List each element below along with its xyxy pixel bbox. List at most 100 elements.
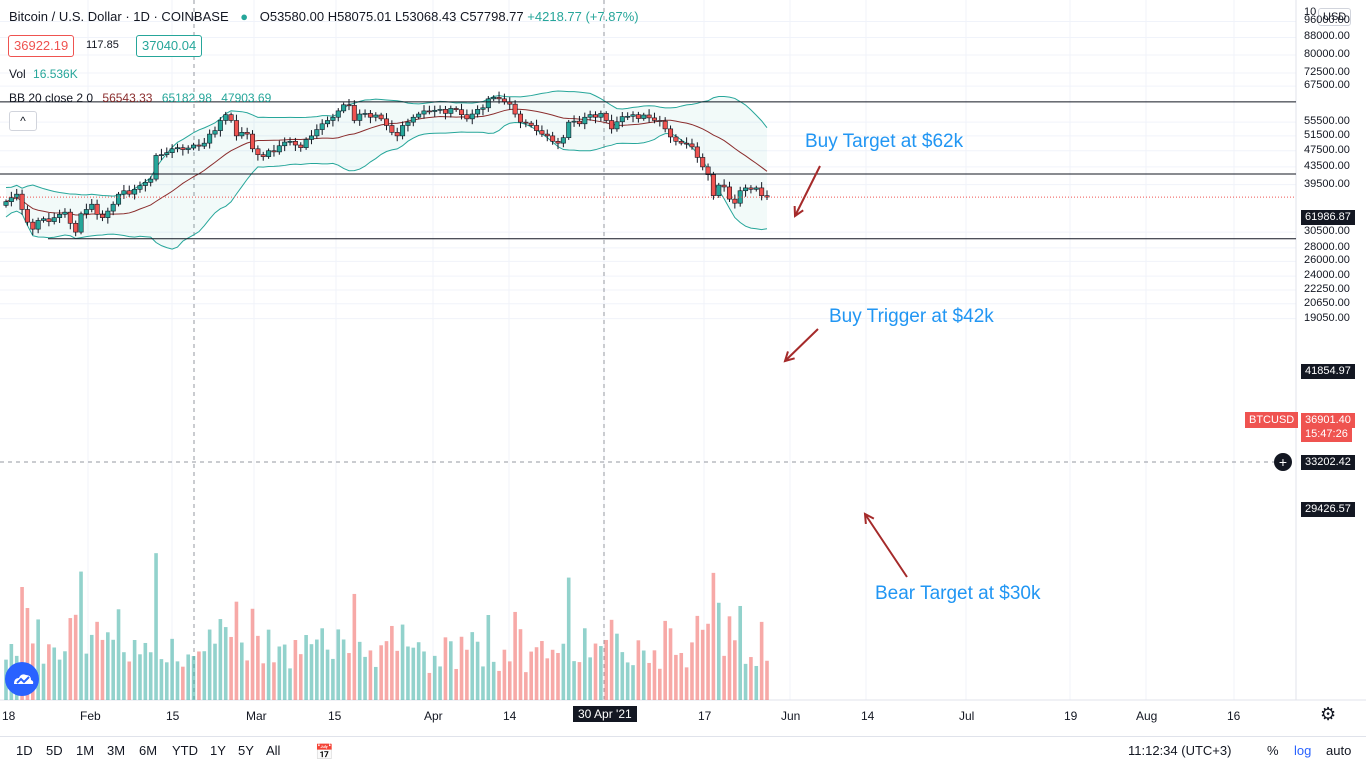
candle bbox=[271, 144, 277, 157]
time-tick-label: 19 bbox=[1064, 709, 1078, 723]
candle bbox=[523, 119, 529, 128]
volume-bar bbox=[159, 659, 164, 700]
candle bbox=[512, 100, 518, 118]
volume-bar bbox=[111, 639, 115, 700]
log-toggle[interactable]: log bbox=[1294, 743, 1312, 758]
price-tick-label: 24000.00 bbox=[1304, 269, 1350, 282]
volume-bar bbox=[609, 619, 614, 700]
volume-bar bbox=[315, 639, 319, 700]
volume-bar bbox=[518, 629, 523, 700]
volume-bar bbox=[229, 636, 233, 700]
candle bbox=[448, 105, 454, 118]
bottom-toolbar: 1D 5D 1M 3M 6M YTD 1Y 5Y All 📅 11:12:34 (UTC+3) … bbox=[0, 736, 1366, 768]
candle bbox=[233, 114, 239, 141]
candle bbox=[62, 208, 68, 218]
volume-bar bbox=[57, 659, 62, 700]
range-button-ytd[interactable]: YTD bbox=[172, 743, 198, 758]
volume-bar bbox=[218, 619, 223, 700]
range-button-5d[interactable]: 5D bbox=[46, 743, 63, 758]
tradingview-logo[interactable] bbox=[5, 662, 39, 696]
ohlc-low: L53068.43 bbox=[394, 9, 457, 24]
candlesticks bbox=[3, 91, 770, 237]
ohlc-close: C57798.77 bbox=[460, 9, 524, 24]
sell-button[interactable]: 36922.19 bbox=[8, 35, 75, 57]
candle bbox=[716, 182, 722, 198]
volume-bar bbox=[261, 663, 266, 700]
volume-bar bbox=[379, 645, 383, 700]
candle bbox=[453, 106, 459, 112]
volume-bar bbox=[684, 667, 689, 700]
volume-bar bbox=[427, 672, 432, 700]
volume-bar bbox=[277, 646, 282, 700]
arrowhead bbox=[863, 512, 875, 525]
time-tick-label: Mar bbox=[246, 709, 267, 723]
volume-bar bbox=[663, 620, 667, 700]
range-button-1m[interactable]: 1M bbox=[76, 743, 95, 758]
bb-basis-value: 56543.33 bbox=[102, 91, 153, 105]
volume-bar bbox=[127, 661, 132, 700]
range-button-all[interactable]: All bbox=[266, 743, 281, 758]
symbol-title[interactable]: Bitcoin / U.S. Dollar · 1D · COINBASE bbox=[9, 9, 229, 24]
volume-bar bbox=[481, 666, 485, 700]
volume-bar bbox=[154, 553, 158, 700]
buy-button[interactable]: 37040.04 bbox=[136, 35, 203, 57]
calendar-icon[interactable]: 📅 bbox=[315, 744, 334, 761]
range-button-1d[interactable]: 1D bbox=[16, 743, 33, 758]
candle bbox=[576, 115, 582, 127]
time-tick-label: Jun bbox=[781, 709, 801, 723]
candle bbox=[726, 181, 732, 202]
candle bbox=[362, 109, 368, 118]
candle bbox=[480, 104, 486, 116]
add-alert-plus-icon[interactable]: + bbox=[1274, 453, 1292, 471]
range-button-5y[interactable]: 5Y bbox=[238, 743, 254, 758]
volume-bar bbox=[341, 639, 346, 700]
price-chart[interactable] bbox=[0, 0, 1366, 736]
candle bbox=[196, 139, 202, 151]
gear-icon[interactable]: ⚙ bbox=[1320, 704, 1337, 724]
price-tick-label: 96000.00 bbox=[1304, 14, 1350, 27]
volume-bar bbox=[700, 629, 705, 700]
percent-toggle[interactable]: % bbox=[1267, 743, 1279, 758]
market-status-icon: ● bbox=[240, 9, 249, 24]
bb-upper-value: 65182.98 bbox=[161, 91, 212, 105]
volume-bar bbox=[491, 661, 496, 700]
volume-bar bbox=[524, 672, 528, 700]
range-button-3m[interactable]: 3M bbox=[107, 743, 126, 758]
time-tick-label: Feb bbox=[80, 709, 101, 723]
candle bbox=[394, 127, 400, 142]
current-price-label: 36901.40 bbox=[1301, 413, 1355, 428]
candle bbox=[148, 176, 154, 187]
volume-bar bbox=[406, 646, 410, 700]
grid-lines bbox=[0, 0, 1366, 701]
bb-legend[interactable]: BB 20 close 2 0 56543.33 65182.98 47903.… bbox=[9, 91, 271, 105]
candle bbox=[158, 148, 164, 161]
volume-bar bbox=[331, 658, 335, 700]
symbol-price-tag: BTCUSD bbox=[1245, 412, 1299, 428]
volume-bar bbox=[170, 638, 174, 700]
candle bbox=[19, 189, 25, 215]
candle bbox=[282, 137, 288, 152]
candle bbox=[426, 105, 432, 115]
candle bbox=[587, 110, 593, 121]
volume-legend[interactable]: Vol 16.536K bbox=[9, 67, 78, 81]
volume-bar bbox=[582, 628, 587, 700]
arrow-line bbox=[794, 165, 821, 217]
candle bbox=[14, 188, 20, 201]
auto-toggle[interactable]: auto bbox=[1326, 743, 1352, 758]
range-button-1y[interactable]: 1Y bbox=[210, 743, 226, 758]
candle bbox=[132, 184, 138, 200]
clock-time[interactable]: 11:12:34 (UTC+3) bbox=[1128, 743, 1232, 758]
volume-bar bbox=[438, 666, 442, 700]
volume-bar bbox=[416, 642, 421, 700]
candle bbox=[94, 199, 100, 220]
candle bbox=[582, 112, 588, 130]
time-tick-label: 14 bbox=[503, 709, 517, 723]
collapse-legend-button[interactable]: ^ bbox=[9, 111, 37, 131]
candle bbox=[46, 212, 52, 227]
candle bbox=[8, 191, 14, 207]
candle bbox=[668, 125, 674, 143]
range-button-6m[interactable]: 6M bbox=[139, 743, 158, 758]
candle bbox=[3, 199, 9, 208]
currency-button[interactable]: USD bbox=[1318, 8, 1352, 26]
volume-bar bbox=[411, 647, 416, 700]
